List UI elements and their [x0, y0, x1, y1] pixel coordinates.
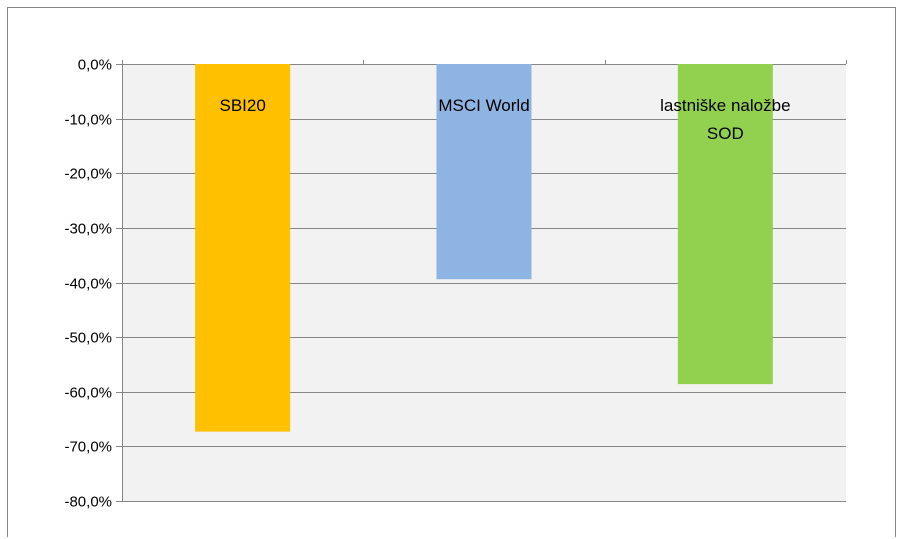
y-tick-label: -10,0%	[64, 112, 112, 129]
category-label: SBI20	[220, 96, 266, 115]
category-labels: SBI20 MSCI World lastniške naložbe SOD	[220, 96, 791, 143]
category-label: SOD	[707, 124, 744, 143]
bar	[677, 64, 773, 385]
y-tick-label: 0,0%	[78, 57, 112, 74]
y-tick-labels: 0,0% -10,0% -20,0% -30,0% -40,0% -50,0% -60,0%…	[64, 57, 112, 511]
y-tick-label: -40,0%	[64, 276, 112, 293]
y-axis	[116, 60, 847, 502]
y-tick-label: -70,0%	[64, 439, 112, 456]
y-tick-label: -60,0%	[64, 385, 112, 402]
category-label: MSCI World	[438, 96, 529, 115]
y-tick-label: -30,0%	[64, 221, 112, 238]
bar	[436, 64, 532, 280]
y-tick-label: -80,0%	[64, 494, 112, 511]
y-tick-label: -20,0%	[64, 166, 112, 183]
y-tick-label: -50,0%	[64, 330, 112, 347]
category-label: lastniške naložbe	[660, 96, 790, 115]
bars	[195, 64, 773, 432]
bar	[195, 64, 291, 432]
